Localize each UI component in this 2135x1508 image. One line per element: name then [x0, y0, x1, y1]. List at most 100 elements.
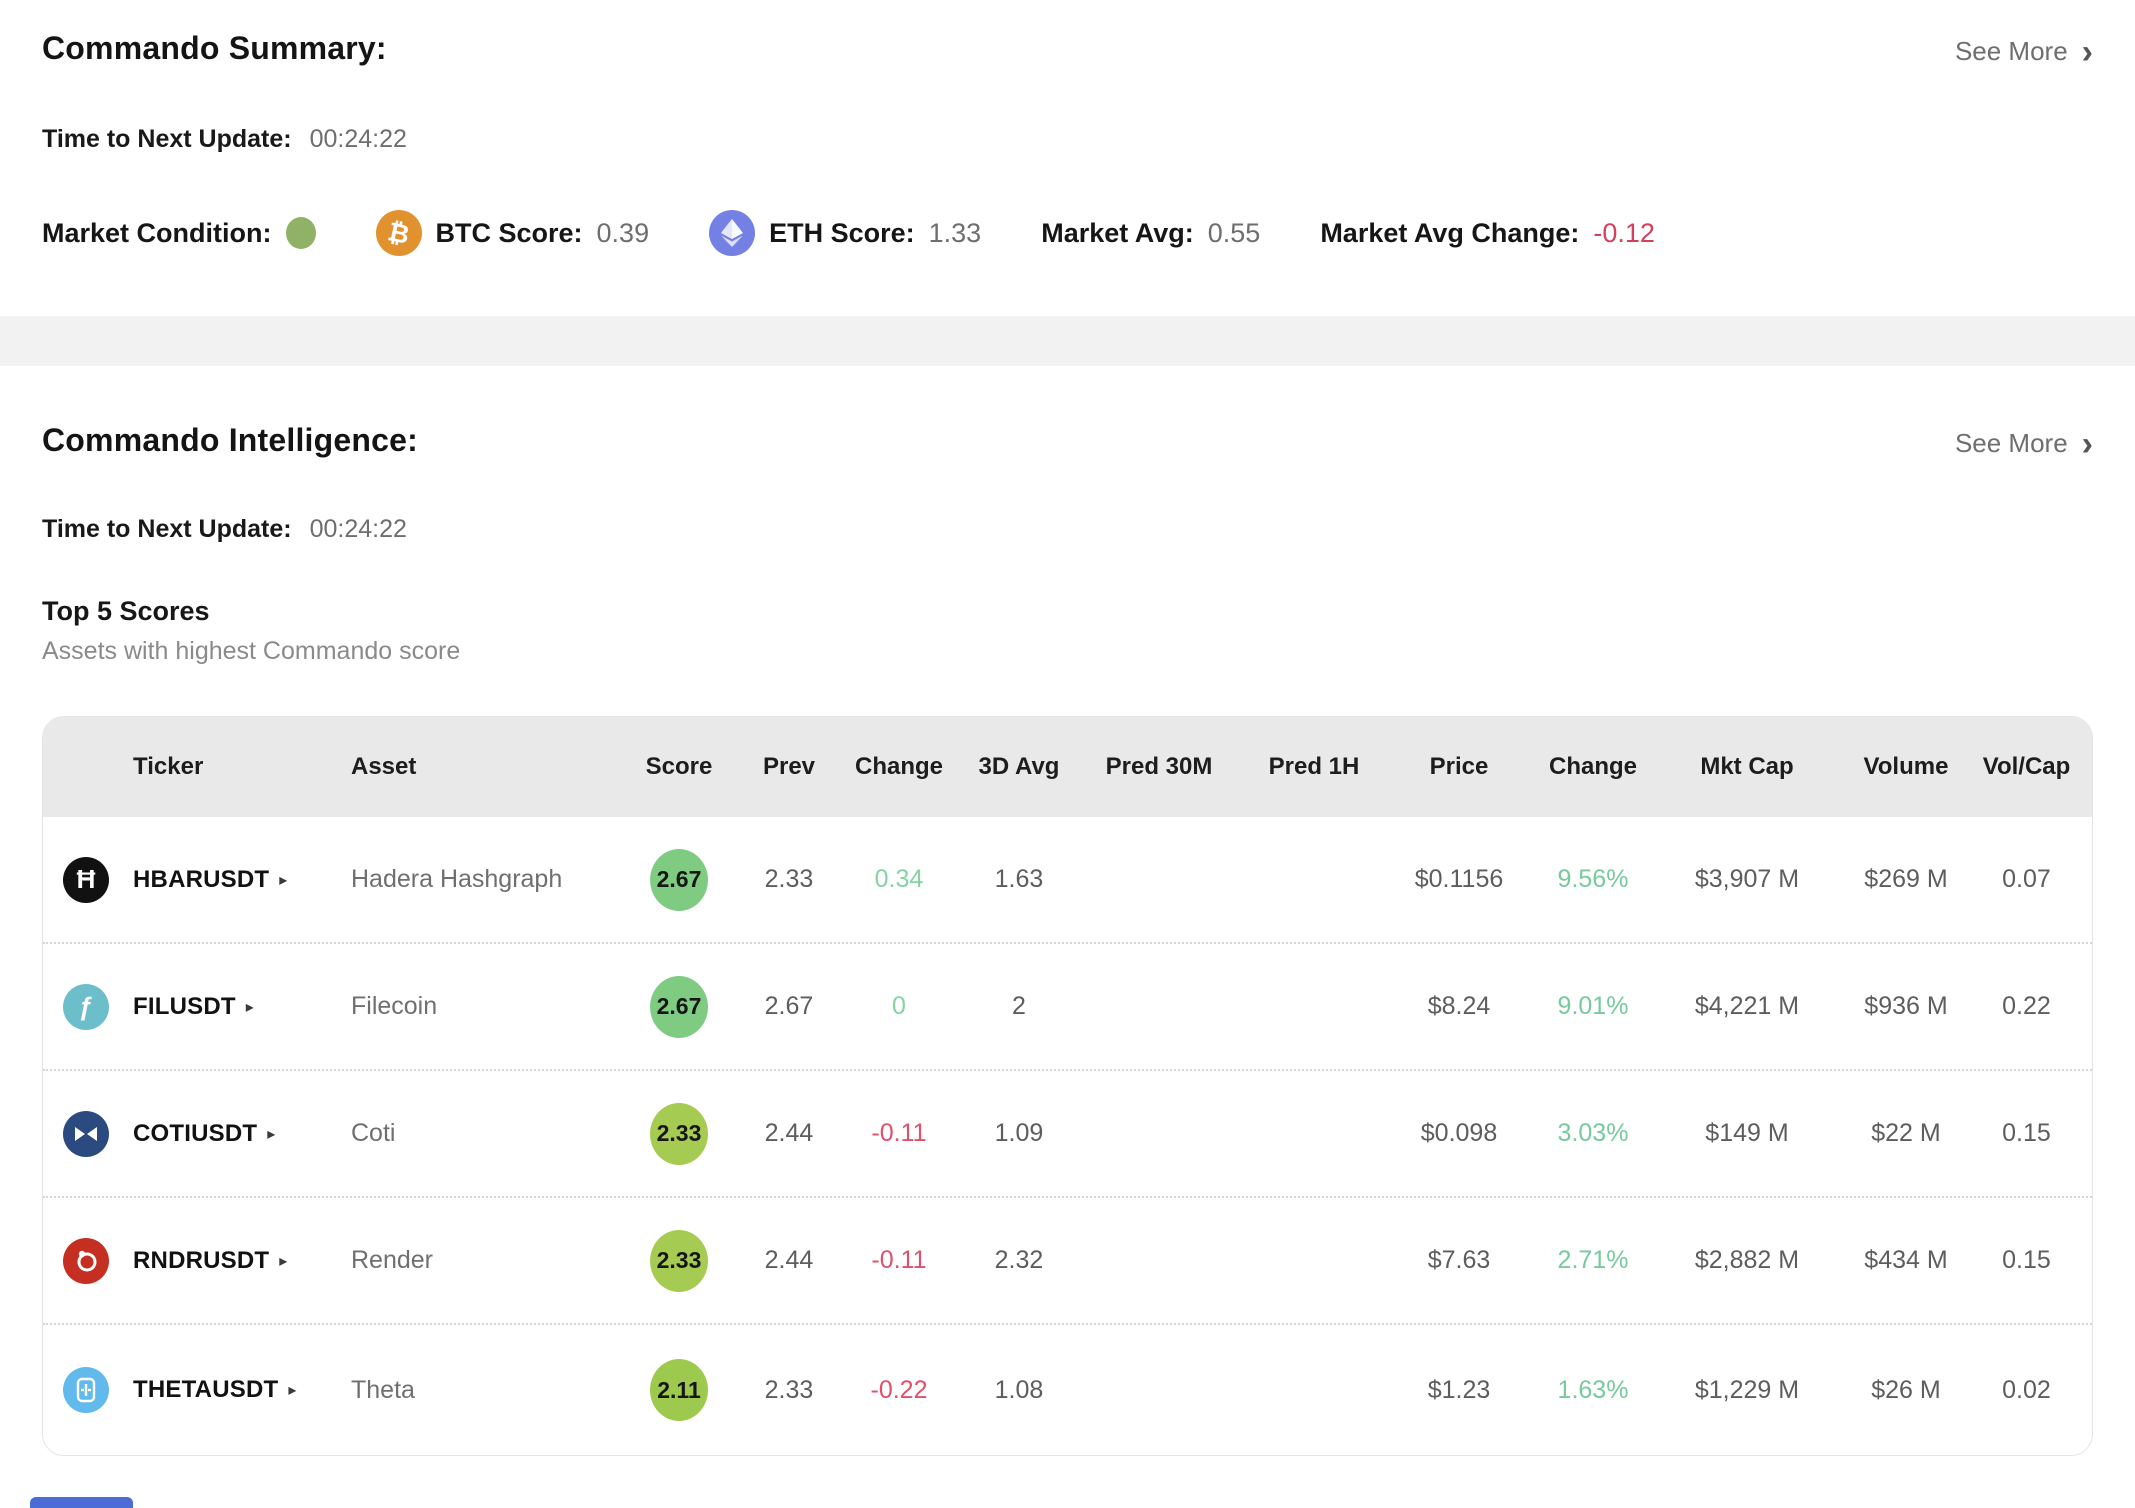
- vol-cap-value: 0.15: [2002, 1119, 2051, 1147]
- change-value: -0.11: [871, 1119, 927, 1147]
- col-change: Change: [854, 753, 943, 780]
- btc-score-label: BTC Score:: [435, 217, 583, 248]
- prev-value: 2.33: [764, 865, 814, 893]
- market-avg-change-value: -0.12: [1593, 217, 1655, 248]
- price-change-value: 9.56%: [1557, 865, 1629, 893]
- eth-score-value: 1.33: [928, 217, 982, 248]
- price-change-value: 9.01%: [1557, 992, 1629, 1020]
- table-row[interactable]: Ħ HBARUSDT ▸ Hadera Hashgraph 2.67 2.33 …: [43, 817, 2092, 944]
- prev-value: 2.44: [764, 1119, 814, 1147]
- next-update-label: Time to Next Update:: [42, 125, 292, 153]
- ticker-link[interactable]: HBARUSDT ▸: [133, 865, 288, 893]
- col-score: Score: [645, 753, 713, 780]
- score-badge: 2.33: [650, 1229, 708, 1292]
- ticker-link[interactable]: FILUSDT ▸: [133, 992, 254, 1020]
- col-prev: Prev: [762, 753, 816, 780]
- vol-cap-value: 0.22: [2002, 992, 2051, 1020]
- see-more-label: See More: [1954, 36, 2068, 66]
- mkt-cap-value: $4,221 M: [1694, 992, 1800, 1020]
- next-update-label: Time to Next Update:: [42, 515, 292, 543]
- volume-value: $269 M: [1864, 865, 1948, 893]
- ticker-link[interactable]: COTIUSDT ▸: [133, 1119, 276, 1147]
- commando-intelligence-section: Commando Intelligence: See More › Time t…: [0, 366, 2135, 1456]
- change-value: -0.22: [870, 1375, 928, 1404]
- market-avg-label: Market Avg:: [1041, 217, 1194, 248]
- table-row[interactable]: THETAUSDT ▸ Theta 2.11 2.33 -0.22 1.08 $…: [43, 1325, 2092, 1455]
- col-pred-30m: Pred 30M: [1105, 753, 1213, 780]
- change-value: -0.11: [871, 1246, 927, 1274]
- ticker-link[interactable]: THETAUSDT ▸: [133, 1376, 297, 1403]
- col-3d-avg: 3D Avg: [978, 753, 1060, 780]
- eth-icon: [709, 210, 756, 256]
- summary-see-more-link[interactable]: See More ›: [1954, 32, 2093, 71]
- price-change-value: 2.71%: [1557, 1246, 1629, 1274]
- col-price: Price: [1429, 753, 1489, 780]
- table-row[interactable]: COTIUSDT ▸ Coti 2.33 2.44 -0.11 1.09 $0.…: [43, 1071, 2092, 1198]
- chevron-right-icon: ▸: [267, 1125, 276, 1143]
- chevron-right-icon: ›: [2081, 424, 2093, 463]
- ticker-link[interactable]: RNDRUSDT ▸: [133, 1246, 288, 1274]
- intelligence-title: Commando Intelligence:: [42, 422, 418, 458]
- price-change-value: 3.03%: [1557, 1119, 1629, 1147]
- volume-value: $26 M: [1871, 1375, 1941, 1404]
- next-update-countdown: 00:24:22: [309, 125, 407, 153]
- table-row[interactable]: RNDRUSDT ▸ Render 2.33 2.44 -0.11 2.32 $…: [43, 1198, 2092, 1325]
- table-header-row: Ticker Asset Score Prev Change 3D Avg Pr…: [43, 717, 2092, 817]
- change-value: 0: [892, 992, 906, 1020]
- col-volume: Volume: [1863, 753, 1949, 780]
- mkt-cap-value: $149 M: [1705, 1119, 1789, 1147]
- vol-cap-value: 0.07: [2002, 865, 2051, 893]
- eth-score-label: ETH Score:: [769, 217, 915, 248]
- prev-value: 2.67: [764, 992, 814, 1020]
- asset-name: Filecoin: [351, 992, 438, 1020]
- chevron-right-icon: ▸: [279, 1252, 288, 1270]
- market-condition-dot-icon: [285, 217, 316, 249]
- col-ticker: Ticker: [133, 753, 204, 780]
- btc-score-item: ₿ BTC Score: 0.39: [375, 210, 649, 256]
- render-icon: [63, 1237, 109, 1284]
- section-divider-band: [0, 316, 2135, 366]
- market-condition-item: Market Condition:: [42, 217, 316, 249]
- prev-value: 2.33: [764, 1375, 814, 1404]
- eth-score-item: ETH Score: 1.33: [709, 210, 981, 256]
- market-avg-change-label: Market Avg Change:: [1320, 217, 1580, 248]
- see-more-label: See More: [1954, 428, 2068, 458]
- col-pred-1h: Pred 1H: [1268, 753, 1360, 780]
- market-avg-item: Market Avg: 0.55: [1041, 218, 1260, 249]
- chevron-right-icon: ›: [2081, 32, 2093, 71]
- btc-icon: ₿: [375, 210, 422, 256]
- market-avg-change-item: Market Avg Change: -0.12: [1320, 218, 1655, 249]
- filecoin-icon: ƒ: [63, 983, 109, 1030]
- bottom-widget-edge[interactable]: [30, 1497, 133, 1508]
- intelligence-see-more-link[interactable]: See More ›: [1954, 424, 2093, 463]
- price-value: $1.23: [1427, 1375, 1491, 1404]
- asset-name: Hadera Hashgraph: [351, 865, 563, 893]
- volume-value: $22 M: [1871, 1119, 1941, 1147]
- col-vol-cap: Vol/Cap: [1982, 753, 2071, 780]
- asset-name: Render: [351, 1246, 433, 1274]
- volume-value: $434 M: [1864, 1246, 1948, 1274]
- top5-scores-title: Top 5 Scores: [42, 596, 210, 626]
- top5-scores-table: Ticker Asset Score Prev Change 3D Avg Pr…: [42, 716, 2093, 1456]
- score-badge: 2.67: [650, 848, 708, 911]
- top5-scores-subtitle: Assets with highest Commando score: [42, 637, 461, 665]
- table-row[interactable]: ƒ FILUSDT ▸ Filecoin 2.67 2.67 0 2 $8.24…: [43, 944, 2092, 1071]
- vol-cap-value: 0.15: [2002, 1246, 2051, 1274]
- mkt-cap-value: $1,229 M: [1694, 1375, 1800, 1404]
- coti-icon: [63, 1110, 109, 1157]
- change-value: 0.34: [874, 865, 924, 893]
- asset-name: Theta: [351, 1375, 415, 1404]
- price-value: $0.098: [1420, 1119, 1498, 1147]
- commando-summary-section: Commando Summary: See More › Time to Nex…: [0, 0, 2135, 316]
- price-value: $0.1156: [1414, 865, 1504, 893]
- score-badge: 2.33: [650, 1102, 708, 1165]
- col-mkt-cap: Mkt Cap: [1700, 753, 1794, 780]
- score-badge: 2.11: [650, 1359, 708, 1421]
- market-condition-label: Market Condition:: [42, 217, 272, 248]
- chevron-right-icon: ▸: [279, 871, 288, 889]
- volume-value: $936 M: [1864, 992, 1948, 1020]
- avg-3d-value: 2: [1012, 992, 1026, 1020]
- asset-name: Coti: [351, 1119, 396, 1147]
- col-price-change: Change: [1548, 753, 1637, 780]
- chevron-right-icon: ▸: [245, 998, 254, 1016]
